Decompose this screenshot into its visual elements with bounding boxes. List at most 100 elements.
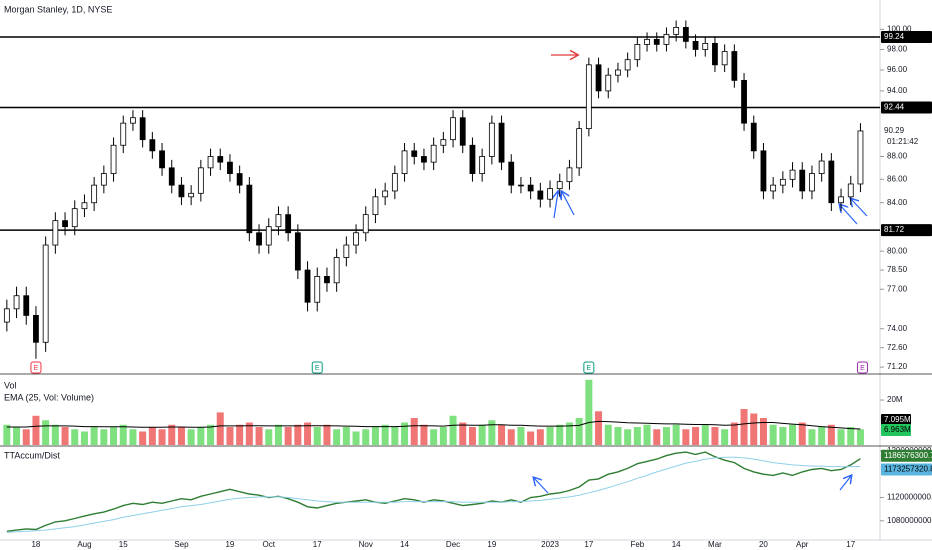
x-tick-label: 19	[225, 540, 234, 549]
volume-bar	[517, 427, 525, 445]
candle-body	[411, 150, 418, 157]
candle-body	[547, 188, 553, 200]
candle-body	[42, 244, 49, 343]
candle-body	[537, 190, 544, 200]
candle-body	[789, 169, 796, 180]
candle-body	[440, 139, 447, 146]
candle-body	[197, 167, 204, 194]
volume-bar	[61, 427, 69, 445]
price-label-box	[881, 463, 932, 476]
x-tick-label: 19	[487, 540, 496, 549]
candle-body	[702, 43, 709, 50]
candle-body	[256, 232, 262, 246]
candle-body	[518, 184, 524, 187]
volume-bar	[818, 427, 826, 445]
volume-bar	[71, 429, 79, 445]
volume-bar	[798, 422, 806, 445]
earnings-label: E	[315, 365, 320, 372]
volume-bar	[119, 424, 127, 445]
volume-bar	[614, 427, 622, 445]
volume-bar	[265, 429, 273, 445]
volume-bar	[847, 427, 855, 445]
volume-bar	[3, 424, 11, 445]
y-tick-label: 71.20	[887, 362, 908, 371]
y-tick-label: 1120000000.00	[887, 493, 932, 502]
candle-body	[333, 257, 340, 284]
volume-bar	[342, 427, 350, 445]
x-tick-label: 18	[31, 540, 40, 549]
arrow	[562, 192, 575, 216]
y-tick-label: 77.00	[887, 284, 908, 293]
volume-bar	[556, 424, 564, 445]
candle-body	[353, 232, 359, 246]
volume-bar	[779, 427, 787, 445]
volume-bar	[439, 427, 447, 445]
candle-body	[100, 173, 107, 186]
volume-bar	[410, 418, 418, 445]
x-tick-label: Nov	[359, 540, 373, 549]
y-tick-label: 84.00	[887, 198, 908, 207]
volume-bar	[643, 424, 651, 445]
arrow	[840, 205, 858, 225]
price-label: 81.72	[884, 225, 905, 234]
candle-body	[838, 196, 844, 204]
volume-bar	[478, 424, 486, 445]
y-tick-label: 78.50	[887, 265, 908, 274]
candle-body	[731, 51, 738, 81]
candle-body	[576, 128, 583, 169]
x-tick-label: Feb	[630, 540, 644, 549]
symbol-title: Morgan Stanley, 1D, NYSE	[4, 4, 112, 14]
candle-body	[857, 130, 864, 185]
volume-bar	[51, 424, 59, 445]
volume-bar	[721, 429, 729, 445]
candle-body	[508, 161, 515, 186]
volume-bar	[352, 431, 360, 445]
y-tick-label: 96.00	[887, 65, 908, 74]
volume-bar	[498, 424, 506, 445]
x-tick-label: Sep	[174, 540, 189, 549]
candle-body	[692, 40, 699, 50]
earnings-marker	[856, 361, 868, 374]
y-tick-label: 74.00	[887, 324, 908, 333]
volume-bar	[808, 429, 816, 445]
candle-body	[81, 202, 88, 210]
x-tick-label: 17	[846, 540, 855, 549]
earnings-marker	[583, 361, 595, 374]
volume-bar	[449, 415, 457, 445]
candle-body	[585, 64, 592, 130]
candle-body	[527, 184, 534, 192]
candle-body	[168, 167, 175, 186]
volume-bar	[536, 429, 544, 445]
candle-body	[799, 169, 806, 192]
price-label-box	[881, 30, 932, 43]
candle-body	[139, 117, 146, 141]
x-tick-label: 14	[400, 540, 409, 549]
x-tick-label: Oct	[263, 540, 276, 549]
ema-legend: EMA (25, Vol: Volume)	[4, 392, 94, 402]
y-tick-label: 80.00	[887, 246, 908, 255]
candle-body	[644, 38, 650, 45]
earnings-label: E	[860, 365, 865, 372]
price-label-box	[881, 224, 932, 237]
volume-bar	[381, 424, 389, 445]
volume-bar	[187, 429, 195, 445]
candle-body	[110, 144, 117, 174]
volume-bar	[750, 413, 758, 445]
candle-body	[653, 38, 660, 45]
price-label: 1186576300.79	[884, 451, 932, 460]
candle-body	[673, 27, 680, 35]
earnings-label: E	[34, 365, 39, 372]
candle-body	[488, 122, 495, 157]
candle-body	[314, 276, 321, 303]
candle-body	[324, 276, 330, 284]
price-label-box	[881, 101, 932, 114]
x-tick-label: 2023	[541, 540, 559, 549]
volume-bar	[682, 429, 690, 445]
candle-body	[265, 226, 272, 246]
y-tick-label: 88.00	[887, 152, 908, 161]
candle-body	[459, 117, 466, 146]
countdown: 01:21:42	[887, 137, 919, 146]
y-tick-label: 20M	[887, 395, 903, 404]
